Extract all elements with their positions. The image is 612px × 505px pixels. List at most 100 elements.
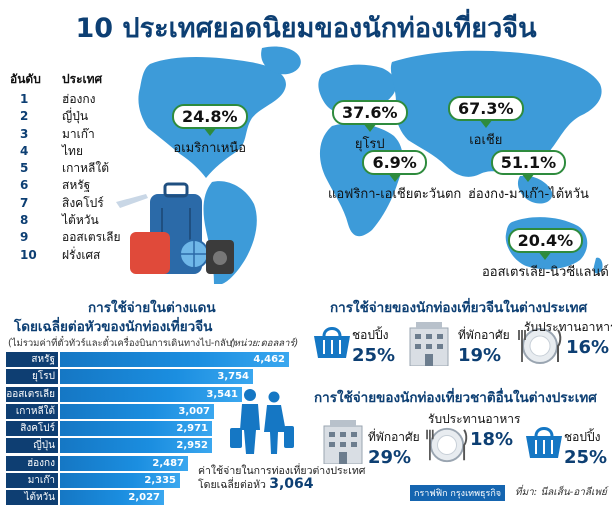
- spending-chart-title-1: การใช้จ่ายในต่างแดน: [88, 300, 216, 316]
- region-hk-macau-taiwan: 51.1% ฮ่องกง-มาเก๊า-ไต้หวัน: [468, 150, 589, 204]
- bar-value-label: 4,462: [253, 354, 285, 365]
- bar: [60, 369, 253, 385]
- rank-number: 1: [20, 92, 29, 106]
- average-spending-value: 3,064: [269, 476, 314, 492]
- country-header: ประเทศ: [62, 72, 103, 86]
- rank-number: 8: [20, 213, 29, 228]
- region-europe: 37.6% ยุโรป: [332, 100, 408, 154]
- rank-country: ไต้หวัน: [62, 213, 99, 228]
- rank-country: ฮ่องกง: [62, 92, 96, 106]
- bar: [60, 455, 188, 471]
- rank-country: มาเก๊า: [62, 126, 95, 141]
- region-label: แอฟริกา-เอเชียตะวันตก: [328, 187, 462, 202]
- luggage-illustration: [116, 182, 234, 274]
- ranking-row: 8 ไต้หวัน: [10, 212, 150, 229]
- rank-number: 3: [20, 126, 29, 141]
- region-pct: 24.8%: [172, 104, 248, 136]
- spend-pct: 25%: [564, 447, 608, 468]
- rank-country: สิงคโปร์: [62, 195, 104, 210]
- spend-pct: 16%: [566, 337, 610, 358]
- region-australia-nz: 20.4% ออสเตรเลีย-นิวซีแลนด์: [482, 228, 609, 282]
- spend-label: รับประทานอาหาร: [524, 320, 612, 334]
- average-spending-row: โดยเฉลี่ยต่อหัว 3,064: [198, 476, 314, 493]
- region-pct: 6.9%: [362, 150, 427, 182]
- ranking-row: 1 ฮ่องกง: [10, 91, 150, 108]
- spend-label: ที่พักอาศัย: [458, 328, 510, 342]
- bar-row: ยุโรป 3,754: [6, 368, 302, 385]
- graphic-credit-badge: กราฟฟิก กรุงเทพธุรกิจ: [410, 485, 506, 501]
- bar-value-label: 2,027: [128, 492, 160, 504]
- other-hotel: ที่พักอาศัย 29%: [368, 428, 420, 468]
- chinese-spending-title: การใช้จ่ายของนักท่องเที่ยวจีนในต่างประเท…: [330, 300, 588, 316]
- page-title: 10 ประเทศยอดนิยมของนักท่องเที่ยวจีน: [75, 13, 537, 44]
- bar-category-label: ออสเตรเลีย: [6, 386, 58, 402]
- rank-number: 7: [20, 195, 29, 210]
- ranking-row: 6 สหรัฐ: [10, 177, 150, 194]
- spending-chart-note: (ไม่รวมค่าที่ตั๋วทัวร์และตั๋วเครื่องบินก…: [8, 338, 236, 349]
- bar-value-label: 2,952: [176, 440, 208, 452]
- rank-country: ออสเตรเลีย: [62, 230, 121, 245]
- region-pct: 20.4%: [507, 228, 584, 260]
- ranking-row: 2 ญี่ปุ่น: [10, 108, 150, 125]
- region-pct: 51.1%: [490, 150, 567, 182]
- bar: [60, 438, 212, 454]
- hotel-icon: [409, 322, 449, 366]
- region-pct: 67.3%: [448, 96, 524, 128]
- rank-number: 10: [20, 247, 37, 262]
- bar-category-label: สิงคโปร์: [6, 421, 58, 437]
- spend-pct: 19%: [458, 345, 502, 366]
- spend-label: รับประทานอาหาร: [428, 412, 521, 426]
- bar-value-label: 3,007: [178, 405, 210, 417]
- rank-number: 5: [20, 161, 29, 176]
- bar: [60, 473, 180, 489]
- spend-label: ที่พักอาศัย: [368, 430, 420, 444]
- shopping-basket-icon: [314, 327, 350, 358]
- region-north-america: 24.8% อเมริกาเหนือ: [172, 104, 248, 158]
- spend-pct: 25%: [352, 345, 396, 366]
- region-label: ฮ่องกง-มาเก๊า-ไต้หวัน: [468, 187, 589, 202]
- spend-pct: 18%: [470, 429, 514, 450]
- bar: [60, 421, 212, 437]
- other-spending-title: การใช้จ่ายของนักท่องเที่ยวชาติอื่นในต่าง…: [314, 390, 597, 406]
- bar-row: ญี่ปุ่น 2,952: [6, 437, 302, 454]
- spend-label: ชอปปิ้ง: [564, 430, 601, 444]
- region-label: เอเชีย: [469, 133, 503, 148]
- rank-country: ฝรั่งเศส: [62, 247, 101, 262]
- small-suitcase-icon: [130, 232, 170, 274]
- average-spending-label: โดยเฉลี่ยต่อหัว: [198, 479, 266, 491]
- rank-number: 6: [20, 178, 29, 193]
- bar: [60, 490, 164, 505]
- chinese-food: รับประทานอาหาร 16%: [524, 318, 612, 358]
- source-credit: ที่มา: นีลเส็น-อาลีเพย์: [515, 487, 607, 498]
- rank-number: 4: [20, 143, 29, 158]
- ranking-row: 9 ออสเตรเลีย: [10, 229, 150, 246]
- region-africa-west-asia: 6.9% แอฟริกา-เอเชียตะวันตก: [328, 150, 461, 204]
- region-label: ออสเตรเลีย-นิวซีแลนด์: [482, 265, 609, 280]
- chinese-hotel: ที่พักอาศัย 19%: [458, 326, 510, 366]
- airplane-icon: [116, 194, 148, 208]
- travelers-icon: [230, 389, 294, 454]
- ranking-row: 5 เกาหลีใต้: [10, 160, 150, 177]
- spend-label: ชอปปิ้ง: [352, 328, 389, 342]
- rank-country: ญี่ปุ่น: [62, 109, 89, 124]
- other-food: รับประทานอาหาร 18%: [428, 410, 520, 450]
- rank-header: อันดับ: [10, 72, 41, 86]
- bar-category-label: เกาหลีใต้: [6, 403, 58, 419]
- average-spending-text: ค่าใช้จ่ายในการท่องเที่ยวต่างประเทศ: [198, 465, 366, 477]
- rank-country: ไทย: [62, 143, 83, 158]
- bar-category-label: สหรัฐ: [6, 352, 58, 367]
- spending-chart-unit: (หน่วย:ดอลลาร์): [230, 338, 299, 349]
- new-zealand-shape: [593, 257, 603, 274]
- ranking-row: 10 ฝรั่งเศส: [10, 247, 150, 264]
- ranking-row: 7 สิงคโปร์: [10, 195, 150, 212]
- dining-plate-icon: [518, 328, 562, 364]
- bar-category-label: ฮ่องกง: [6, 455, 58, 471]
- greenland-shape: [261, 46, 301, 75]
- bar-category-label: ยุโรป: [6, 369, 58, 385]
- ranking-table: อันดับ ประเทศ 1 ฮ่องกง 2 ญี่ปุ่น 3 มาเก๊า 4 ไทย…: [10, 70, 150, 264]
- bar-row: ฮ่องกง 2,487: [6, 455, 302, 472]
- bar-category-label: มาเก๊า: [6, 473, 58, 489]
- region-label: ยุโรป: [354, 137, 385, 152]
- hotel-icon: [323, 420, 363, 464]
- region-pct: 37.6%: [332, 100, 408, 132]
